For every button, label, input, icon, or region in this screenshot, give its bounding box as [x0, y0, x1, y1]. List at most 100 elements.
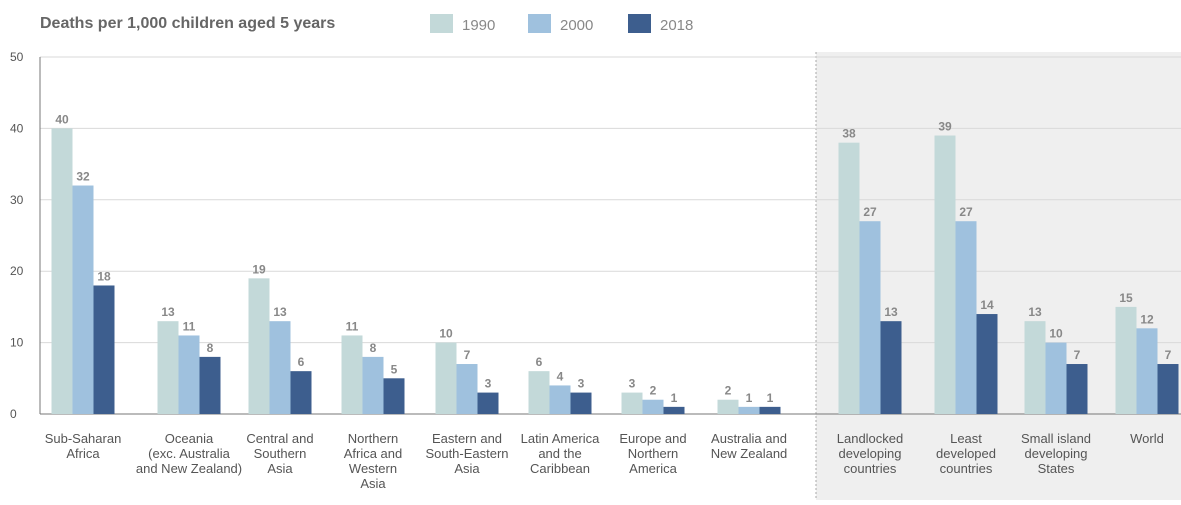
data-label: 12 [1140, 312, 1154, 326]
category-label-line: Africa and [344, 446, 403, 461]
category-label-line: Asia [360, 476, 386, 491]
bar [1024, 321, 1046, 414]
data-label: 8 [207, 341, 214, 355]
data-label: 7 [1165, 348, 1172, 362]
category-label-line: Oceania [165, 431, 214, 446]
bar [528, 371, 550, 414]
category-label: Small island developing States [1021, 431, 1091, 476]
category-label-line: Eastern and [432, 431, 502, 446]
category-label-line: developing [1025, 446, 1088, 461]
category-label-line: New Zealand [711, 446, 788, 461]
category-label-line: States [1038, 461, 1075, 476]
legend-swatch [628, 14, 651, 33]
category-label-line: Southern [254, 446, 307, 461]
category-label: Landlocked developing countries [837, 431, 904, 476]
data-label: 15 [1119, 291, 1133, 305]
category-label-line: Asia [454, 461, 480, 476]
bar [549, 385, 571, 414]
data-label: 19 [252, 262, 266, 276]
y-tick-label: 20 [10, 264, 24, 278]
category-label: World [1130, 431, 1164, 446]
bar [976, 314, 998, 414]
bar [269, 321, 291, 414]
bar [341, 335, 363, 414]
category-label: Australia and New Zealand [711, 431, 788, 461]
bar [93, 285, 115, 414]
category-label-line: Europe and [619, 431, 686, 446]
bar [759, 406, 781, 414]
data-label: 1 [671, 391, 678, 405]
data-label: 6 [298, 355, 305, 369]
bar [738, 406, 760, 414]
data-label: 11 [183, 319, 196, 333]
data-label: 5 [391, 362, 398, 376]
data-label: 13 [161, 305, 175, 319]
data-label: 2 [650, 384, 657, 398]
bar [621, 392, 643, 414]
y-tick-label: 30 [10, 193, 24, 207]
bar [1136, 328, 1158, 414]
data-label: 18 [97, 269, 111, 283]
legend-swatch [528, 14, 551, 33]
data-label: 2 [725, 384, 732, 398]
category-label-line: World [1130, 431, 1164, 446]
category-label: Oceania (exc. Australia and New Zealand) [136, 431, 242, 476]
data-label: 39 [938, 120, 952, 134]
category-label-line: Latin America [521, 431, 601, 446]
y-tick-label: 10 [10, 336, 24, 350]
bar [456, 364, 478, 414]
bar [248, 278, 270, 414]
data-label: 6 [536, 355, 543, 369]
category-label: Central and Southern Asia [246, 431, 313, 476]
data-label: 1 [746, 391, 753, 405]
data-label: 7 [464, 348, 471, 362]
data-label: 27 [959, 205, 973, 219]
legend-swatch [430, 14, 453, 33]
bar [955, 221, 977, 414]
category-label-line: (exc. Australia [148, 446, 230, 461]
data-label: 13 [884, 305, 898, 319]
category-label: Latin America and the Caribbean [521, 431, 601, 476]
category-label: Northern Africa and Western Asia [344, 431, 403, 491]
category-label: Eastern and South-Eastern Asia [425, 431, 508, 476]
category-label-line: and New Zealand) [136, 461, 242, 476]
bar [72, 185, 94, 414]
bar [199, 356, 221, 414]
bar [880, 321, 902, 414]
category-label: Least developed countries [936, 431, 996, 476]
category-label-line: Northern [628, 446, 679, 461]
data-label: 38 [842, 127, 856, 141]
data-label: 13 [273, 305, 287, 319]
bar [51, 128, 73, 414]
data-label: 4 [557, 369, 564, 383]
bar [663, 406, 685, 414]
data-label: 3 [578, 377, 585, 391]
category-label-line: Western [349, 461, 397, 476]
data-label: 10 [1049, 327, 1063, 341]
bar [717, 399, 739, 414]
category-label-line: Central and [246, 431, 313, 446]
category-label-line: Caribbean [530, 461, 590, 476]
category-label-line: Africa [66, 446, 100, 461]
category-label-line: Sub-Saharan [45, 431, 122, 446]
bar [838, 142, 860, 414]
category-label-line: South-Eastern [425, 446, 508, 461]
data-label: 7 [1074, 348, 1081, 362]
category-label-line: Northern [348, 431, 399, 446]
data-label: 1 [767, 391, 774, 405]
bar [1157, 364, 1179, 414]
category-label-line: developed [936, 446, 996, 461]
bar [859, 221, 881, 414]
bar [570, 392, 592, 414]
data-label: 10 [439, 327, 453, 341]
category-label-line: Landlocked [837, 431, 904, 446]
data-label: 40 [55, 112, 69, 126]
data-label: 8 [370, 341, 377, 355]
y-tick-label: 40 [10, 121, 24, 135]
category-label: Sub-Saharan Africa [45, 431, 122, 461]
legend-label: 2000 [560, 17, 593, 34]
bar [290, 371, 312, 414]
data-label: 3 [629, 377, 636, 391]
